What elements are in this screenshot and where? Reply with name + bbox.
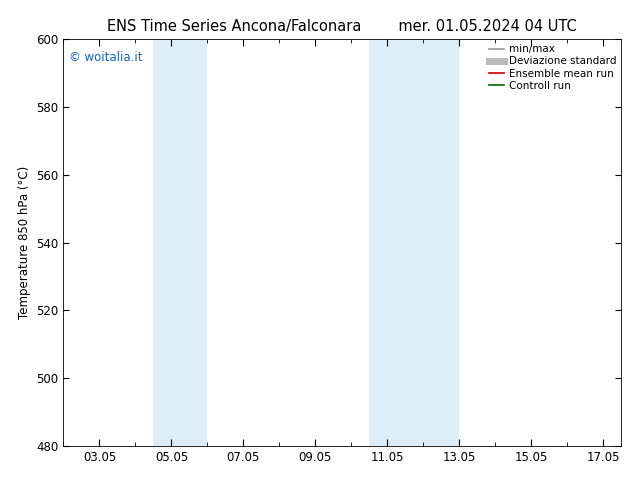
Legend: min/max, Deviazione standard, Ensemble mean run, Controll run: min/max, Deviazione standard, Ensemble m…	[486, 41, 619, 94]
Bar	[153, 39, 207, 446]
Y-axis label: Temperature 850 hPa (°C): Temperature 850 hPa (°C)	[18, 166, 30, 319]
Title: ENS Time Series Ancona/Falconara        mer. 01.05.2024 04 UTC: ENS Time Series Ancona/Falconara mer. 01…	[108, 19, 577, 34]
Bar	[370, 39, 460, 446]
Text: © woitalia.it: © woitalia.it	[69, 51, 143, 64]
